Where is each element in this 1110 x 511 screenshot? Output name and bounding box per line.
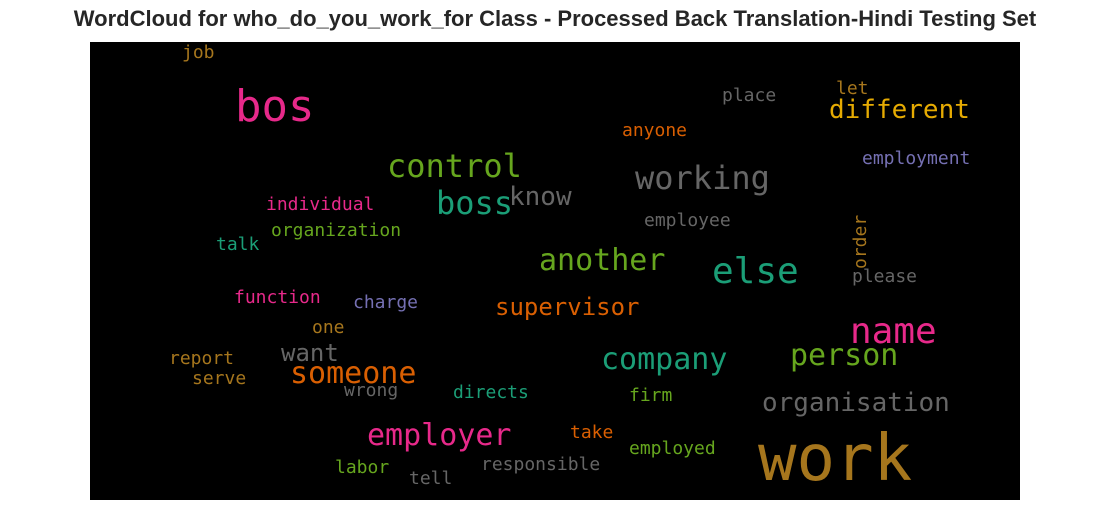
chart-title: WordCloud for who_do_you_work_for Class …	[0, 6, 1110, 32]
word-company: company	[601, 345, 727, 375]
wordcloud-canvas: work bos name else boss control working another…	[90, 42, 1020, 500]
word-employer: employer	[367, 421, 512, 451]
word-please: please	[852, 268, 917, 286]
word-organization: organization	[271, 222, 401, 240]
word-another: another	[539, 246, 665, 276]
word-order: order	[852, 215, 870, 269]
word-boss: boss	[436, 187, 513, 219]
word-employment: employment	[862, 150, 970, 168]
word-employee: employee	[644, 212, 731, 230]
word-supervisor: supervisor	[495, 295, 640, 319]
word-responsible: responsible	[481, 456, 600, 474]
word-else: else	[712, 254, 799, 290]
word-anyone: anyone	[622, 122, 687, 140]
word-firm: firm	[629, 387, 672, 405]
word-employed: employed	[629, 440, 716, 458]
word-know: know	[509, 184, 572, 210]
word-want: want	[281, 341, 339, 365]
word-let: let	[836, 80, 869, 98]
word-individual: individual	[266, 196, 374, 214]
word-directs: directs	[453, 384, 529, 402]
word-job: job	[182, 44, 215, 62]
word-wrong: wrong	[344, 382, 398, 400]
word-talk: talk	[216, 236, 259, 254]
word-working: working	[635, 162, 770, 194]
word-charge: charge	[353, 294, 418, 312]
word-person: person	[790, 341, 898, 371]
word-place: place	[722, 87, 776, 105]
word-tell: tell	[409, 470, 452, 488]
word-serve: serve	[192, 370, 246, 388]
word-bos: bos	[235, 85, 314, 129]
word-take: take	[570, 424, 613, 442]
word-control: control	[387, 150, 522, 182]
word-organisation: organisation	[762, 390, 950, 416]
word-function: function	[234, 289, 321, 307]
word-report: report	[169, 350, 234, 368]
word-work: work	[758, 427, 912, 491]
word-labor: labor	[335, 459, 389, 477]
word-one: one	[312, 319, 345, 337]
word-different: different	[829, 97, 970, 123]
